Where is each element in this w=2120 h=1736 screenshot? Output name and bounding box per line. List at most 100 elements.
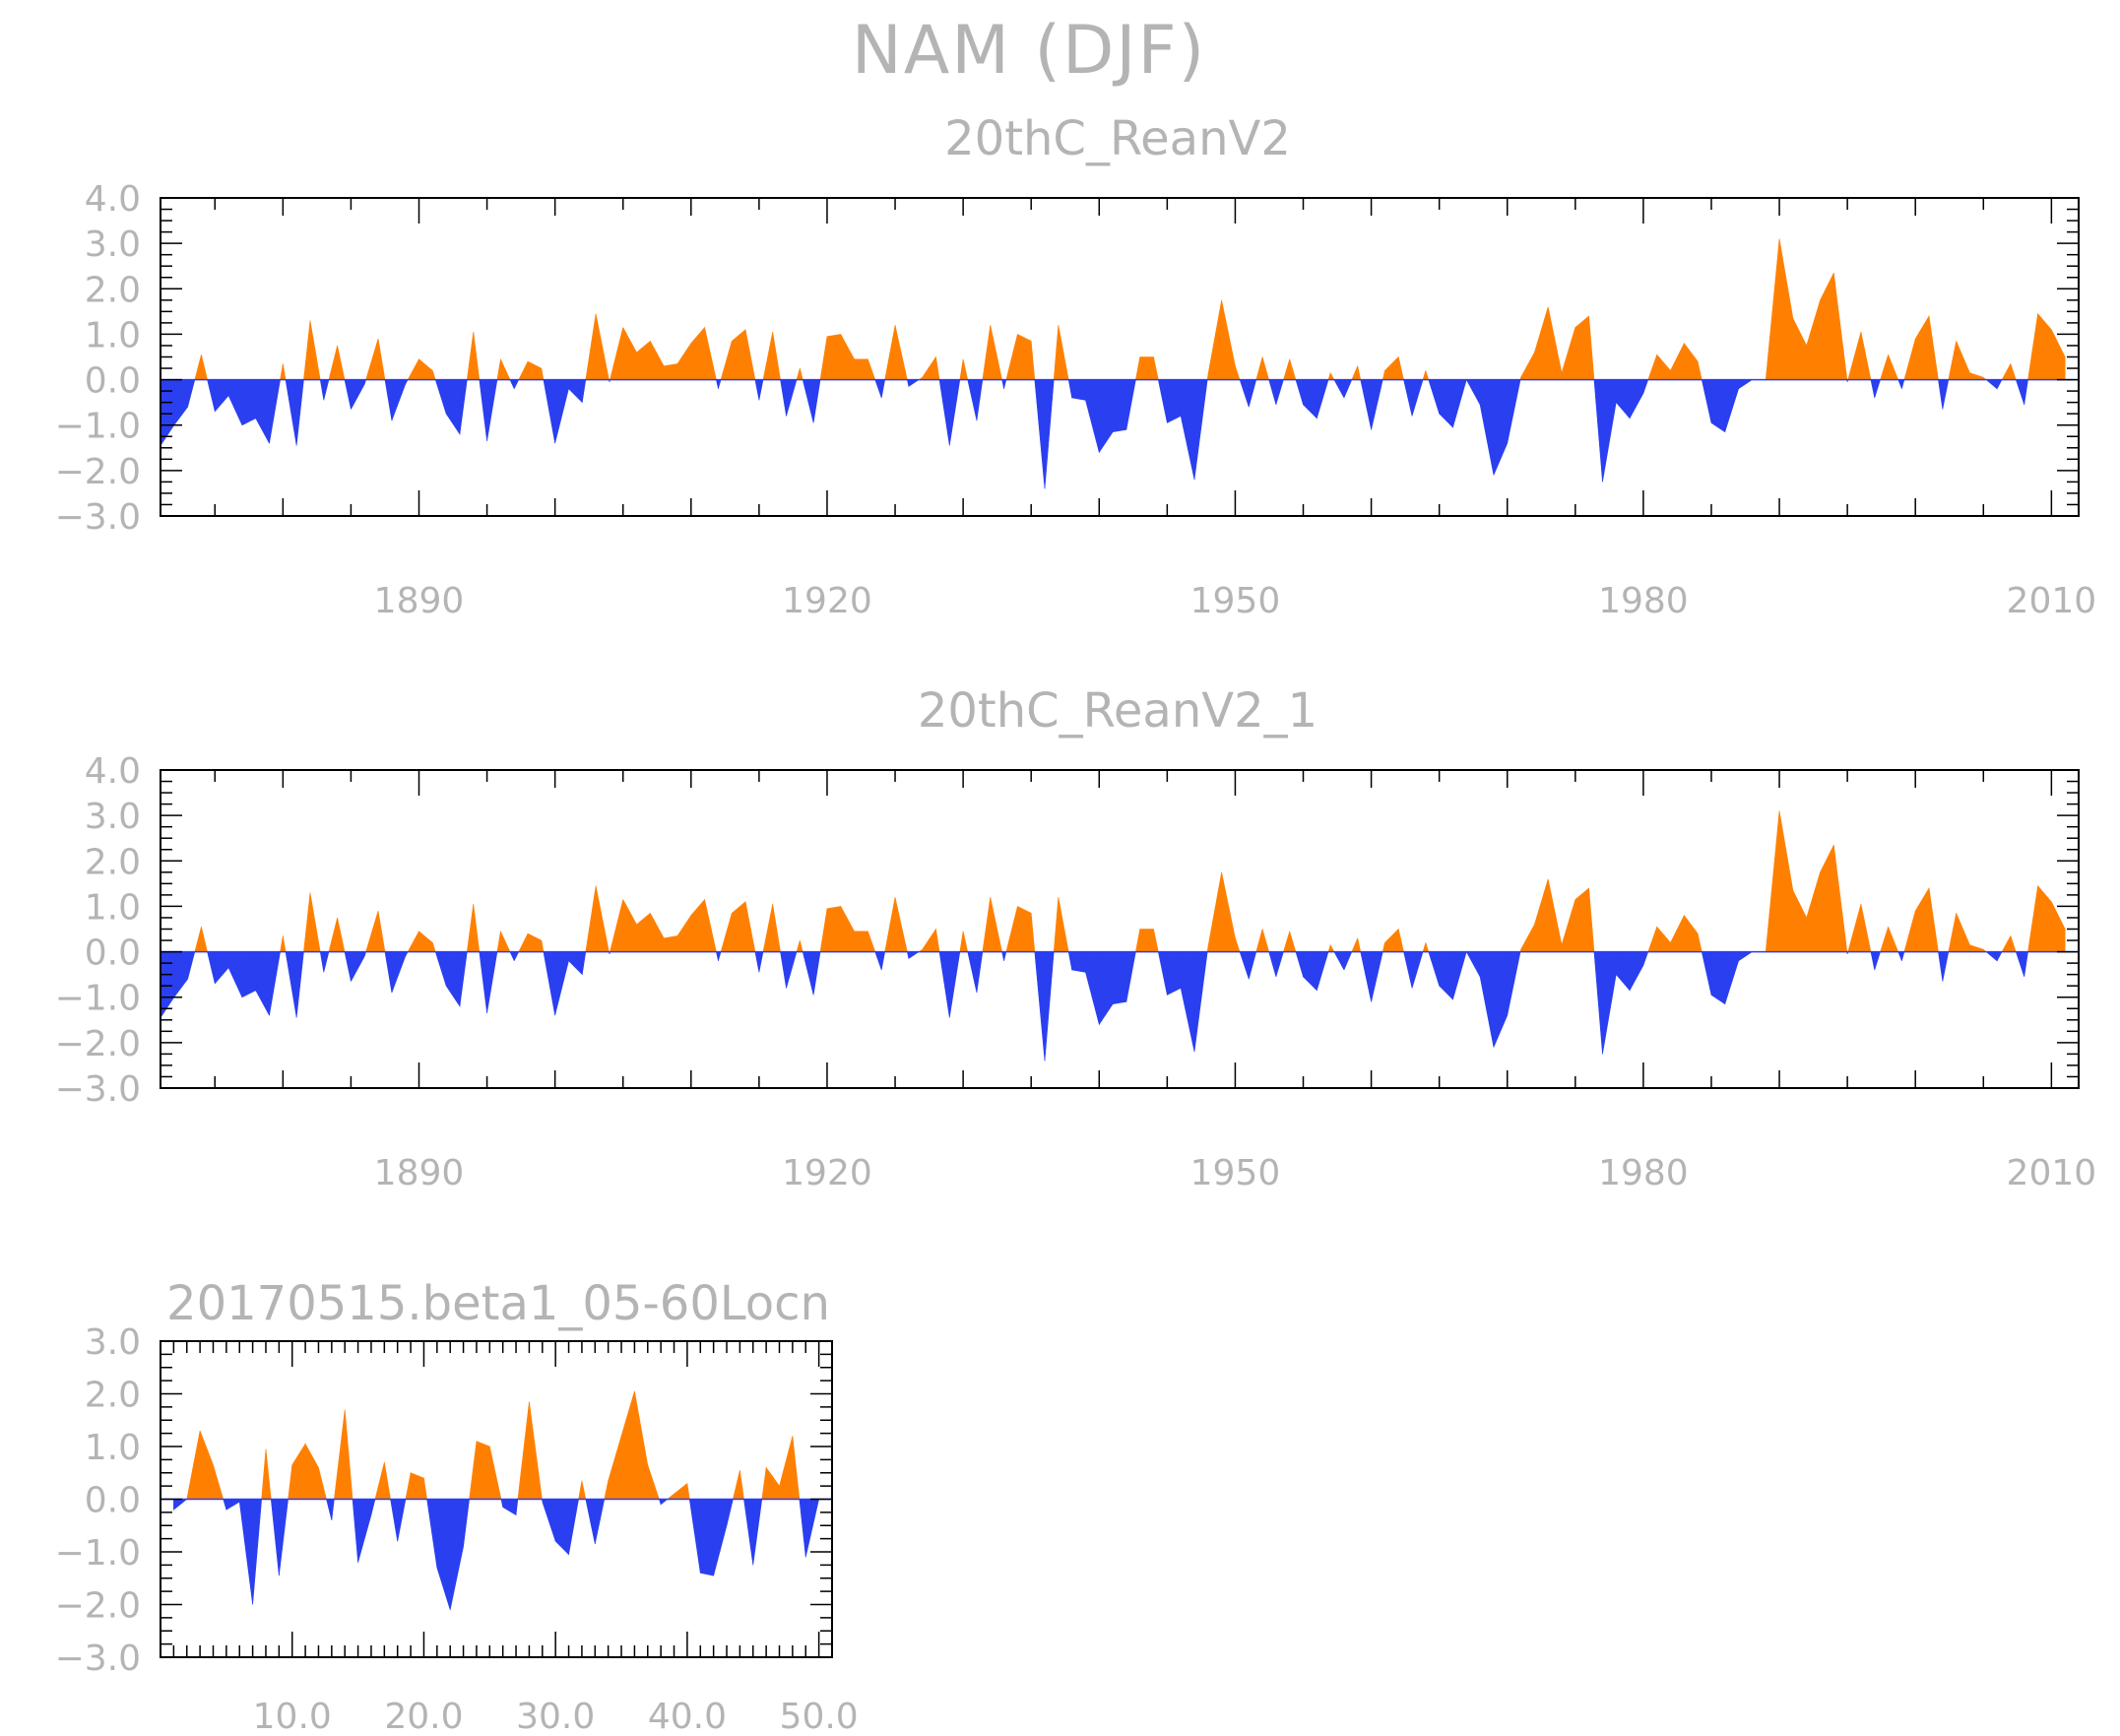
area-segment — [1697, 361, 1702, 380]
area-segment — [445, 379, 461, 435]
area-segment — [554, 1499, 569, 1556]
area-segment — [1425, 942, 1430, 952]
area-segment — [1820, 845, 1834, 952]
area-segment — [620, 1390, 635, 1500]
x-tick-label: 1920 — [782, 1153, 872, 1193]
x-tick-label: 20.0 — [384, 1697, 463, 1736]
area-segment — [328, 345, 338, 380]
area-segment — [1903, 338, 1916, 380]
figure-title: NAM (DJF) — [852, 12, 1206, 90]
area-segment — [173, 1499, 188, 1511]
area-segment — [666, 1493, 675, 1500]
area-segment — [990, 325, 1002, 380]
area-segment — [840, 334, 855, 380]
area-segment — [1333, 379, 1345, 399]
area-segment — [283, 935, 287, 952]
area-segment — [699, 1499, 714, 1576]
area-segment — [241, 951, 257, 998]
area-segment — [581, 951, 587, 975]
area-segment — [473, 904, 481, 952]
area-segment — [1602, 951, 1617, 1055]
area-segment — [674, 1482, 688, 1500]
area-segment — [2001, 935, 2012, 952]
area-segment — [201, 354, 208, 380]
x-tick-label: 1890 — [374, 1153, 465, 1193]
area-segment — [1647, 927, 1658, 952]
x-tick-label: 50.0 — [780, 1697, 859, 1736]
area-segment — [772, 904, 781, 952]
y-tick-label: 4.0 — [85, 179, 141, 220]
area-segment — [647, 1464, 660, 1500]
area-segment — [285, 951, 297, 1018]
area-segment — [223, 1499, 227, 1511]
area-segment — [374, 1461, 385, 1500]
area-segment — [704, 327, 717, 380]
area-segment — [1880, 354, 1889, 380]
area-segment — [1880, 927, 1889, 952]
area-segment — [1765, 238, 1780, 380]
y-tick-label: 1.0 — [85, 315, 141, 355]
area-segment — [1588, 887, 1595, 952]
area-segment — [459, 951, 468, 1006]
area-segment — [1465, 951, 1481, 978]
y-tick-label: 3.0 — [85, 797, 141, 837]
area-segment — [214, 379, 229, 413]
area-segment — [1642, 379, 1649, 394]
area-segment — [194, 354, 202, 380]
area-segment — [2051, 329, 2066, 380]
area-segment — [509, 951, 515, 961]
area-segment — [365, 338, 379, 380]
area-segment — [802, 379, 814, 423]
area-segment — [1357, 365, 1362, 380]
x-tick-label: 1950 — [1190, 1153, 1281, 1193]
area-segment — [543, 379, 555, 444]
area-segment — [819, 336, 828, 380]
area-segment — [201, 927, 208, 952]
area-segment — [518, 360, 529, 380]
area-segment — [718, 379, 722, 389]
area-segment — [1738, 951, 1754, 962]
area-segment — [1833, 845, 1848, 952]
area-segment — [1030, 341, 1036, 380]
area-segment — [1901, 951, 1905, 961]
area-segment — [1235, 937, 1241, 952]
y-tick-label: 1.0 — [85, 887, 141, 928]
area-segment — [1343, 951, 1353, 971]
area-segment — [436, 1499, 451, 1610]
area-segment — [1098, 951, 1114, 1026]
area-segment — [690, 326, 705, 380]
area-segment — [1153, 929, 1159, 952]
area-segment — [1017, 333, 1032, 380]
area-segment — [351, 951, 365, 982]
area-segment — [213, 1464, 225, 1500]
area-segment — [772, 332, 781, 380]
area-segment — [608, 1436, 622, 1500]
area-segment — [1034, 379, 1046, 489]
area-segment — [1942, 379, 1950, 410]
area-segment — [1221, 299, 1236, 380]
area-segment — [295, 379, 304, 446]
y-tick-label: 0.0 — [85, 1481, 141, 1521]
area-segment — [407, 931, 419, 952]
area-segment — [1901, 379, 1905, 389]
area-segment — [731, 901, 746, 952]
area-segment — [1778, 238, 1794, 380]
area-segment — [1017, 905, 1032, 952]
area-segment — [982, 897, 992, 952]
area-segment — [280, 935, 284, 952]
area-segment — [1684, 342, 1699, 380]
area-segment — [173, 951, 188, 998]
area-segment — [581, 379, 587, 403]
area-segment — [1479, 951, 1495, 1048]
area-segment — [1588, 315, 1595, 380]
area-segment — [479, 379, 487, 441]
area-segment — [1847, 332, 1862, 380]
area-segment — [513, 379, 520, 389]
area-segment — [762, 332, 774, 380]
area-segment — [291, 1443, 306, 1500]
panel-title: 20thC_ReanV2 — [944, 111, 1291, 166]
area-segment — [726, 1499, 734, 1526]
area-segment — [1765, 810, 1780, 952]
area-segment — [1697, 933, 1702, 952]
area-segment — [1996, 379, 2003, 389]
